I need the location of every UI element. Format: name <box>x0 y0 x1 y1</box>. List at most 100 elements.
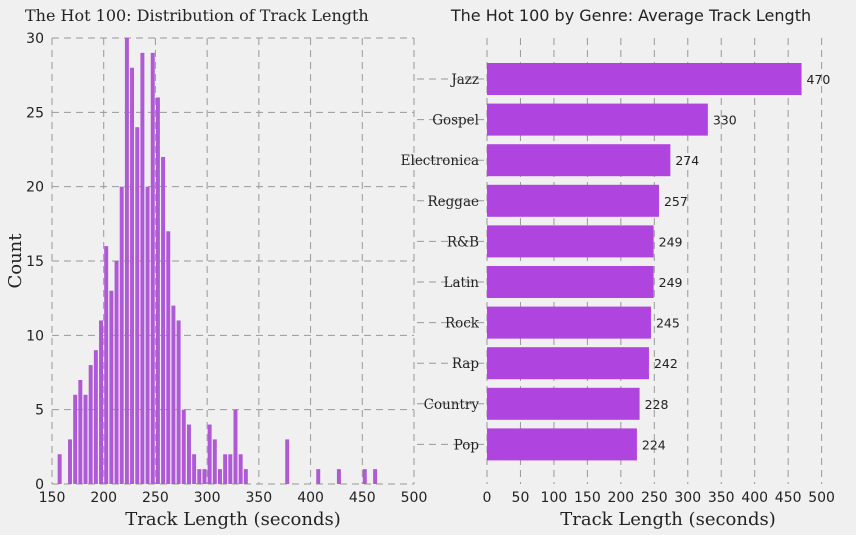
histogram-bar <box>197 469 202 484</box>
genre-value-label: 274 <box>675 153 699 168</box>
genre-category-label: Rap <box>452 356 479 372</box>
histogram-x-axis-label: Track Length (seconds) <box>125 509 341 530</box>
genre-chart-x-tick-label: 450 <box>775 490 802 506</box>
histogram-x-ticks: 150 200 250 300 350 400 450 500 <box>39 490 428 506</box>
histogram-bar <box>212 439 217 484</box>
genre-bar-gospel <box>487 103 708 136</box>
genre-category-label: Jazz <box>449 72 479 88</box>
histogram-bar <box>130 67 135 484</box>
genre-chart-x-tick-label: 250 <box>641 490 668 506</box>
histogram-chart: The Hot 100: Distribution of Track Lengt… <box>5 6 427 530</box>
histogram-bar <box>73 394 78 484</box>
histogram-bars <box>57 38 378 484</box>
histogram-y-tick-label: 5 <box>35 403 44 419</box>
genre-category-label: Reggae <box>428 194 479 210</box>
histogram-x-tick-label: 300 <box>194 490 221 506</box>
histogram-bar <box>78 379 83 484</box>
histogram-y-tick-label: 20 <box>26 180 44 196</box>
histogram-y-tick-label: 15 <box>26 254 44 270</box>
genre-category-label: Electronica <box>401 153 479 169</box>
histogram-bar <box>88 365 93 484</box>
genre-value-label: 330 <box>713 113 737 128</box>
histogram-bar <box>166 231 171 484</box>
histogram-x-tick-label: 350 <box>245 490 272 506</box>
histogram-bar <box>217 469 222 484</box>
histogram-bar <box>228 454 233 484</box>
histogram-bar <box>176 320 181 484</box>
histogram-title: The Hot 100: Distribution of Track Lengt… <box>25 6 369 25</box>
histogram-x-tick-label: 450 <box>349 490 376 506</box>
genre-bar-rap <box>487 347 649 380</box>
histogram-bar <box>181 409 186 484</box>
genre-chart-x-tick-label: 350 <box>708 490 735 506</box>
genre-value-label: 249 <box>659 275 683 290</box>
genre-chart-title: The Hot 100 by Genre: Average Track Leng… <box>450 6 811 25</box>
histogram-bar <box>99 320 104 484</box>
histogram-bar <box>373 469 378 484</box>
histogram-bar <box>119 186 124 484</box>
genre-chart-x-tick-label: 50 <box>512 490 530 506</box>
genre-value-label: 245 <box>656 316 680 331</box>
histogram-bar <box>336 469 341 484</box>
genre-chart-x-axis-label: Track Length (seconds) <box>560 509 776 530</box>
genre-chart-data-labels: 470 330 274 257 249 249 245 242 228 224 <box>642 72 831 452</box>
genre-bar-rb <box>487 225 654 258</box>
histogram-bar <box>140 52 145 484</box>
genre-value-label: 257 <box>664 194 688 209</box>
genre-category-label: Rock <box>445 316 480 332</box>
genre-value-label: 470 <box>807 72 831 87</box>
genre-bar-chart: The Hot 100 by Genre: Average Track Leng… <box>401 6 835 530</box>
genre-chart-x-ticks: 0 50 100 150 200 250 300 350 400 450 500 <box>483 490 835 506</box>
genre-bar-latin <box>487 266 654 298</box>
histogram-bar <box>362 469 367 484</box>
histogram-bar <box>238 454 243 484</box>
histogram-bar <box>202 469 207 484</box>
histogram-y-tick-label: 0 <box>35 477 44 493</box>
genre-value-label: 228 <box>645 397 669 412</box>
histogram-bar <box>83 394 88 484</box>
histogram-bar <box>192 454 197 484</box>
histogram-bar <box>316 469 321 484</box>
histogram-bar <box>285 439 290 484</box>
genre-bar-reggae <box>487 184 659 217</box>
histogram-bar <box>171 305 176 484</box>
genre-value-label: 242 <box>654 356 678 371</box>
histogram-y-tick-label: 30 <box>26 31 44 47</box>
histogram-bar <box>57 454 62 484</box>
histogram-bar <box>207 424 212 484</box>
histogram-x-tick-label: 250 <box>142 490 169 506</box>
genre-category-label: Pop <box>454 437 479 453</box>
histogram-bar <box>124 38 129 484</box>
genre-chart-x-tick-label: 0 <box>483 490 492 506</box>
genre-value-label: 224 <box>642 437 666 452</box>
histogram-x-tick-label: 150 <box>39 490 66 506</box>
histogram-y-tick-label: 25 <box>26 105 44 121</box>
genre-chart-x-tick-label: 200 <box>607 490 634 506</box>
genre-chart-x-tick-label: 100 <box>541 490 568 506</box>
histogram-y-ticks: 0 5 10 15 20 25 30 <box>26 31 44 493</box>
histogram-bar <box>150 52 155 484</box>
genre-category-label: Country <box>424 397 480 413</box>
genre-bar-rock <box>487 306 651 339</box>
histogram-bar <box>186 424 191 484</box>
histogram-x-tick-label: 200 <box>90 490 117 506</box>
genre-chart-x-tick-label: 400 <box>741 490 768 506</box>
genre-bar-country <box>487 387 640 420</box>
histogram-bar <box>233 409 238 484</box>
histogram-bar <box>161 156 166 484</box>
genre-chart-x-tick-label: 300 <box>674 490 701 506</box>
genre-bar-pop <box>487 428 637 461</box>
genre-category-label: Latin <box>444 275 480 291</box>
genre-chart-category-labels: Jazz Gospel Electronica Reggae R&B Latin Rock R… <box>401 72 480 453</box>
histogram-bar <box>104 246 109 484</box>
histogram-bar <box>223 454 228 484</box>
histogram-bar <box>135 127 140 484</box>
histogram-bar <box>114 261 119 484</box>
histogram-bar <box>145 186 150 484</box>
histogram-x-tick-label: 500 <box>401 490 428 506</box>
histogram-bar <box>93 350 98 484</box>
genre-category-label: R&B <box>447 234 479 250</box>
genre-chart-bars <box>487 63 802 461</box>
histogram-bar <box>155 97 160 484</box>
